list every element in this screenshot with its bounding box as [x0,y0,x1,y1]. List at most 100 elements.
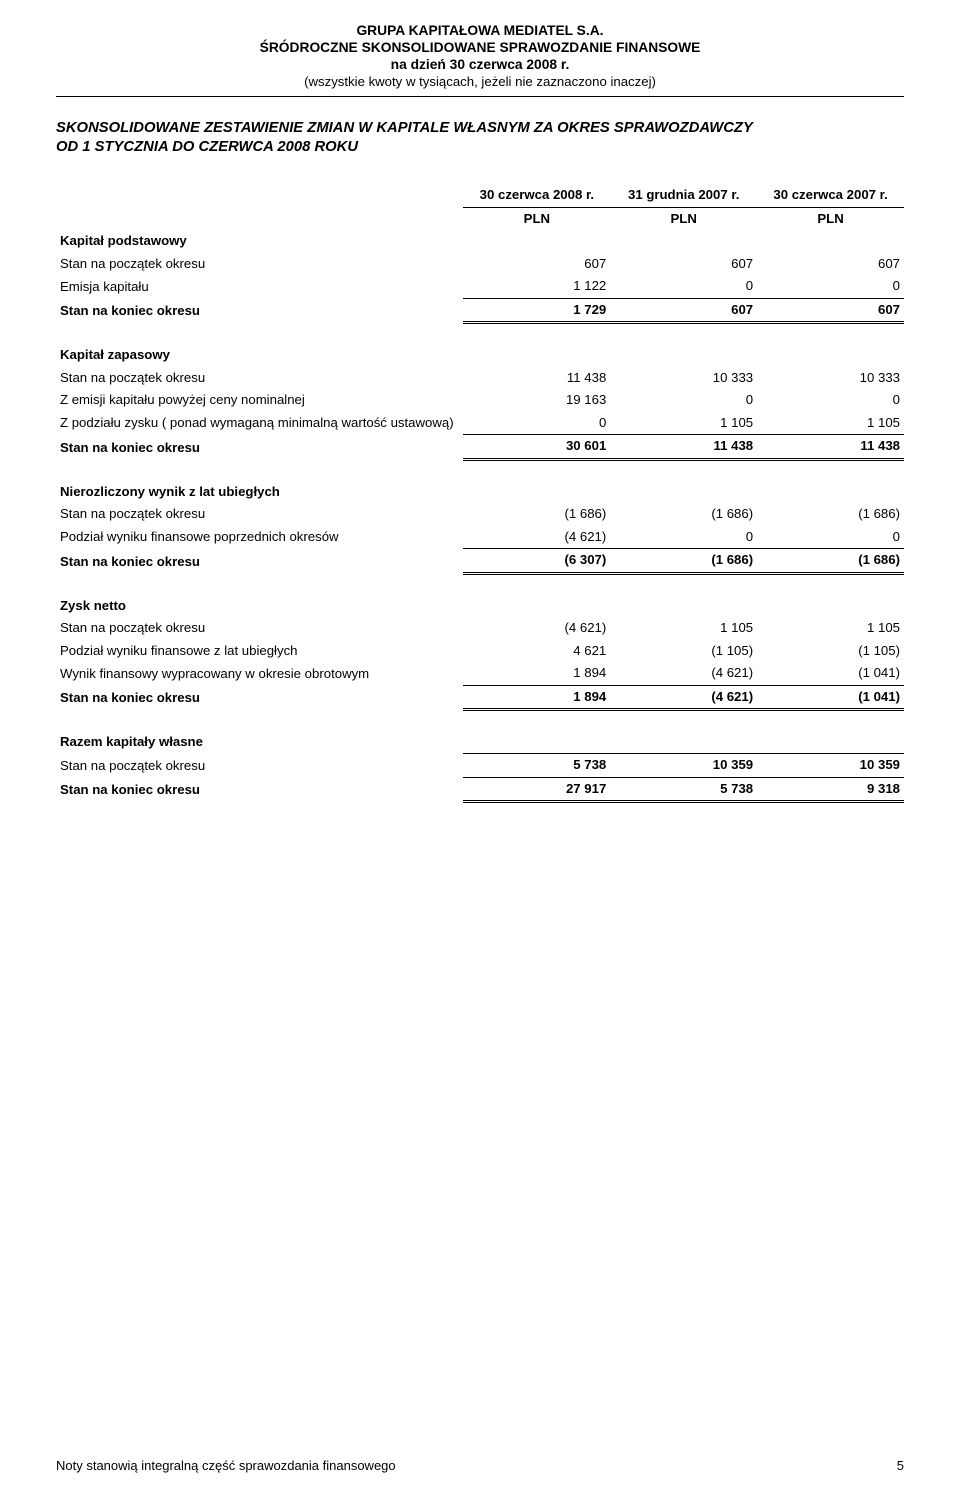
table-row: Stan na początek okresu (4 621) 1 105 1 … [56,617,904,640]
table-row: Stan na początek okresu 5 738 10 359 10 … [56,754,904,778]
cell: (4 621) [463,526,610,549]
cell: 1 894 [463,662,610,685]
row-label: Stan na początek okresu [56,367,463,390]
cell: 0 [610,526,757,549]
page-number: 5 [897,1458,904,1474]
header-line-1: GRUPA KAPITAŁOWA MEDIATEL S.A. [56,22,904,39]
section-heading-rk: Razem kapitały własne [56,731,904,754]
cell: 1 122 [463,275,610,298]
cell: 607 [610,253,757,276]
row-label: Stan na koniec okresu [56,685,463,710]
row-label: Stan na koniec okresu [56,435,463,460]
document-header: GRUPA KAPITAŁOWA MEDIATEL S.A. ŚRÓDROCZN… [56,22,904,90]
row-label: Stan na początek okresu [56,253,463,276]
cell: (6 307) [463,549,610,574]
header-line-3: na dzień 30 czerwca 2008 r. [56,56,904,73]
table-row: Emisja kapitału 1 122 0 0 [56,275,904,298]
row-label: Emisja kapitału [56,275,463,298]
cell: 11 438 [757,435,904,460]
unit-3: PLN [757,207,904,230]
cell: 4 621 [463,640,610,663]
cell: 0 [610,389,757,412]
cell: 1 105 [757,617,904,640]
column-dates-row: 30 czerwca 2008 r. 31 grudnia 2007 r. 30… [56,184,904,207]
row-label: Wynik finansowy wypracowany w okresie ob… [56,662,463,685]
cell: (1 105) [610,640,757,663]
cell: 0 [757,389,904,412]
col-head-1: 30 czerwca 2008 r. [463,184,610,207]
cell: 10 359 [757,754,904,778]
cell: 607 [757,298,904,323]
kz-heading: Kapitał zapasowy [56,344,463,367]
cell: 0 [463,412,610,435]
cell: (1 686) [757,503,904,526]
cell: 607 [757,253,904,276]
cell: (4 621) [610,685,757,710]
rk-heading: Razem kapitały własne [56,731,463,754]
subtotal-row: Stan na koniec okresu 1 894 (4 621) (1 0… [56,685,904,710]
table-row: Stan na początek okresu 11 438 10 333 10… [56,367,904,390]
row-label: Stan na początek okresu [56,754,463,778]
cell: 5 738 [610,777,757,802]
cell: 1 894 [463,685,610,710]
kp-heading: Kapitał podstawowy [56,230,463,253]
cell: 607 [610,298,757,323]
cell: 1 105 [610,412,757,435]
subtotal-row: Stan na koniec okresu (6 307) (1 686) (1… [56,549,904,574]
table-row: Podział wyniku finansowe z lat ubiegłych… [56,640,904,663]
section-heading-kp: Kapitał podstawowy [56,230,904,253]
cell: 11 438 [463,367,610,390]
page-container: GRUPA KAPITAŁOWA MEDIATEL S.A. ŚRÓDROCZN… [0,0,960,1486]
cell: (1 041) [757,662,904,685]
nw-heading: Nierozliczony wynik z lat ubiegłych [56,481,463,504]
total-row: Stan na koniec okresu 27 917 5 738 9 318 [56,777,904,802]
row-label: Stan na początek okresu [56,617,463,640]
section-heading-zn: Zysk netto [56,595,904,618]
cell: 10 359 [610,754,757,778]
cell: 0 [757,275,904,298]
cell: 1 729 [463,298,610,323]
cell: 10 333 [610,367,757,390]
table-row: Stan na początek okresu (1 686) (1 686) … [56,503,904,526]
col-head-3: 30 czerwca 2007 r. [757,184,904,207]
table-row: Wynik finansowy wypracowany w okresie ob… [56,662,904,685]
row-label: Stan na koniec okresu [56,549,463,574]
subtotal-row: Stan na koniec okresu 1 729 607 607 [56,298,904,323]
header-line-2: ŚRÓDROCZNE SKONSOLIDOWANE SPRAWOZDANIE F… [56,39,904,56]
cell: 30 601 [463,435,610,460]
unit-1: PLN [463,207,610,230]
section-heading-nw: Nierozliczony wynik z lat ubiegłych [56,481,904,504]
row-label: Stan na koniec okresu [56,777,463,802]
section-heading-kz: Kapitał zapasowy [56,344,904,367]
cell: 27 917 [463,777,610,802]
unit-2: PLN [610,207,757,230]
cell: 0 [610,275,757,298]
subtotal-row: Stan na koniec okresu 30 601 11 438 11 4… [56,435,904,460]
footer-note: Noty stanowią integralną część sprawozda… [56,1458,396,1474]
zn-heading: Zysk netto [56,595,463,618]
cell: 10 333 [757,367,904,390]
table-row: Z emisji kapitału powyżej ceny nominalne… [56,389,904,412]
col-head-2: 31 grudnia 2007 r. [610,184,757,207]
row-label: Podział wyniku finansowe poprzednich okr… [56,526,463,549]
row-label: Z emisji kapitału powyżej ceny nominalne… [56,389,463,412]
table-row: Stan na początek okresu 607 607 607 [56,253,904,276]
table-row: Podział wyniku finansowe poprzednich okr… [56,526,904,549]
row-label: Podział wyniku finansowe z lat ubiegłych [56,640,463,663]
row-label: Z podziału zysku ( ponad wymaganą minima… [56,412,463,435]
cell: (1 686) [757,549,904,574]
cell: (1 041) [757,685,904,710]
cell: (4 621) [610,662,757,685]
page-footer: Noty stanowią integralną część sprawozda… [56,1458,904,1474]
cell: 1 105 [757,412,904,435]
cell: (1 686) [463,503,610,526]
cell: 19 163 [463,389,610,412]
header-rule [56,96,904,97]
cell: (1 686) [610,503,757,526]
cell: (1 105) [757,640,904,663]
row-label: Stan na koniec okresu [56,298,463,323]
cell: 1 105 [610,617,757,640]
row-label: Stan na początek okresu [56,503,463,526]
cell: 9 318 [757,777,904,802]
cell: 11 438 [610,435,757,460]
